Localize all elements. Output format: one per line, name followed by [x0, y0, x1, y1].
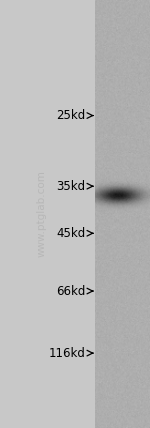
Text: 66kd: 66kd — [56, 285, 86, 297]
Text: 45kd: 45kd — [56, 227, 86, 240]
Text: 35kd: 35kd — [56, 180, 86, 193]
Text: 116kd: 116kd — [49, 347, 86, 360]
Text: www.ptglab.com: www.ptglab.com — [37, 171, 47, 257]
Text: 25kd: 25kd — [56, 109, 86, 122]
